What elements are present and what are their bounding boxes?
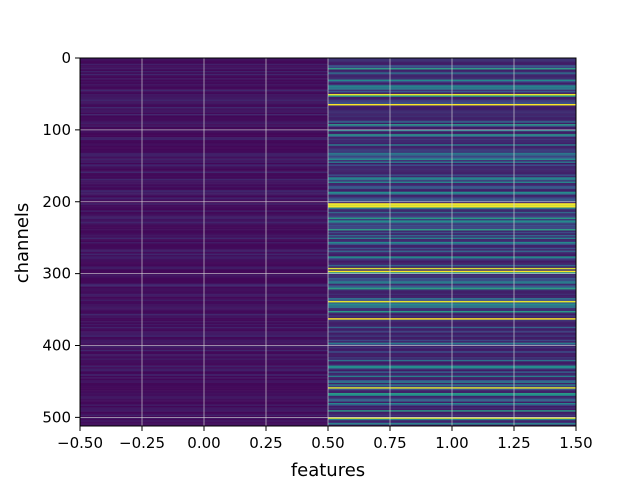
x-tick-label: 0.50: [311, 434, 344, 452]
y-tick-label: 400: [42, 337, 71, 355]
y-tick-label: 300: [42, 265, 71, 283]
x-tick-label: 1.25: [497, 434, 530, 452]
y-axis: 0 100 200 300 400 500: [42, 49, 80, 426]
y-tick-label: 100: [42, 121, 71, 139]
x-tick-label: 1.00: [435, 434, 468, 452]
y-axis-label: channels: [12, 203, 33, 284]
x-tick-label: −0.50: [57, 434, 103, 452]
x-tick-label: 0.25: [249, 434, 282, 452]
x-tick-label: −0.25: [119, 434, 165, 452]
x-tick-label: 0.00: [187, 434, 220, 452]
x-axis-label: features: [291, 460, 365, 480]
x-tick-label: 0.75: [373, 434, 406, 452]
y-tick-label: 0: [61, 49, 71, 67]
x-tick-label: 1.50: [559, 434, 592, 452]
y-tick-label: 500: [42, 408, 71, 426]
y-tick-label: 200: [42, 193, 71, 211]
x-axis: −0.50 −0.25 0.00 0.25 0.50 0.75 1.00 1.25 1.50: [57, 426, 593, 452]
